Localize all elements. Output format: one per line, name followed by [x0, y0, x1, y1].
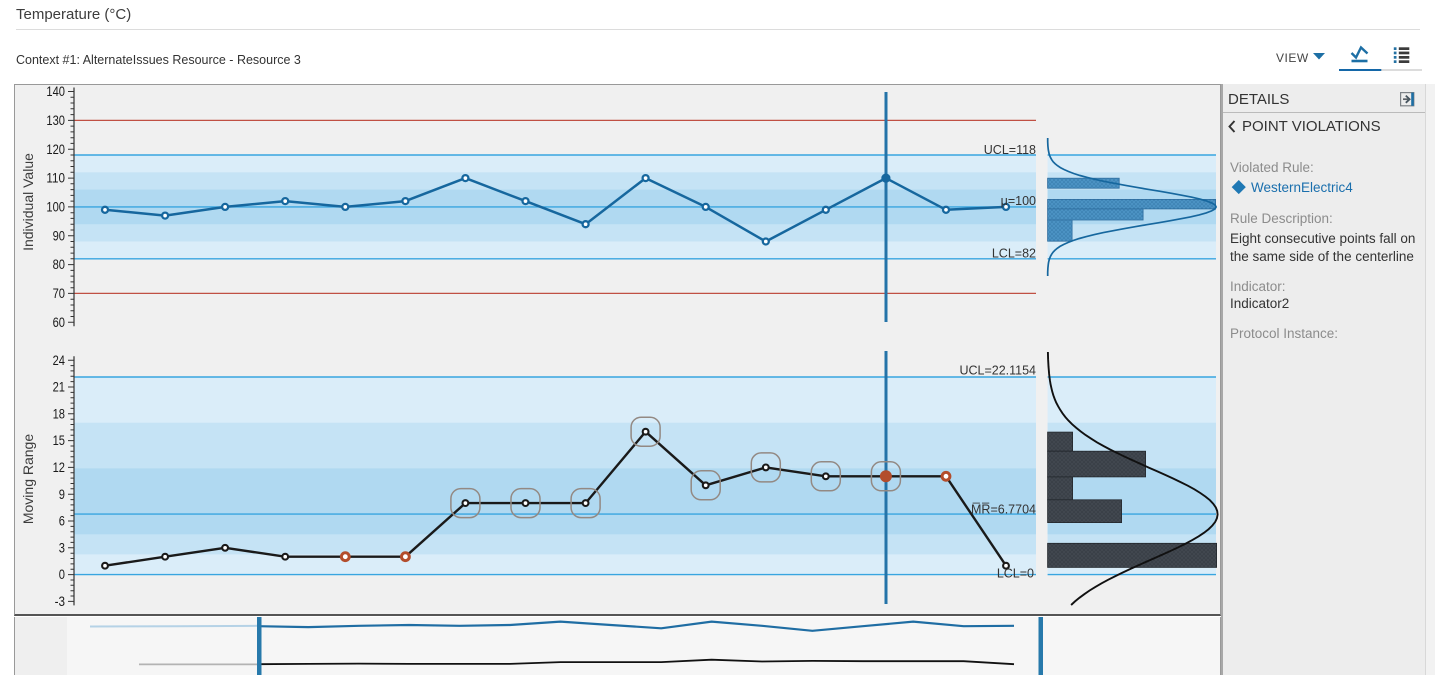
svg-text:-3: -3	[55, 594, 66, 609]
svg-text:UCL=118: UCL=118	[984, 143, 1036, 157]
svg-text:18: 18	[53, 406, 66, 421]
svg-text:140: 140	[46, 85, 65, 99]
svg-text:21: 21	[53, 380, 65, 395]
svg-text:24: 24	[53, 353, 66, 368]
svg-text:120: 120	[46, 142, 65, 157]
svg-text:UCL=22.1154: UCL=22.1154	[959, 364, 1036, 378]
svg-text:130: 130	[46, 113, 65, 128]
svg-text:0: 0	[59, 567, 65, 582]
svg-text:LCL=82: LCL=82	[992, 246, 1036, 260]
svg-text:15: 15	[53, 433, 66, 448]
svg-text:100: 100	[46, 200, 65, 215]
svg-text:Individual Value: Individual Value	[20, 153, 36, 251]
svg-text:70: 70	[53, 286, 66, 301]
svg-text:9: 9	[59, 487, 65, 502]
svg-text:60: 60	[53, 315, 66, 330]
svg-text:12: 12	[53, 460, 65, 475]
svg-text:M̅R̅=6.7704: M̅R̅=6.7704	[971, 503, 1036, 517]
svg-text:μ=100: μ=100	[1001, 194, 1036, 208]
svg-text:90: 90	[53, 228, 66, 243]
svg-text:3: 3	[59, 540, 65, 555]
svg-text:Moving Range: Moving Range	[20, 434, 36, 524]
svg-text:6: 6	[59, 514, 65, 529]
svg-text:80: 80	[53, 257, 66, 272]
svg-text:LCL=0: LCL=0	[997, 567, 1034, 581]
svg-text:110: 110	[46, 171, 65, 186]
